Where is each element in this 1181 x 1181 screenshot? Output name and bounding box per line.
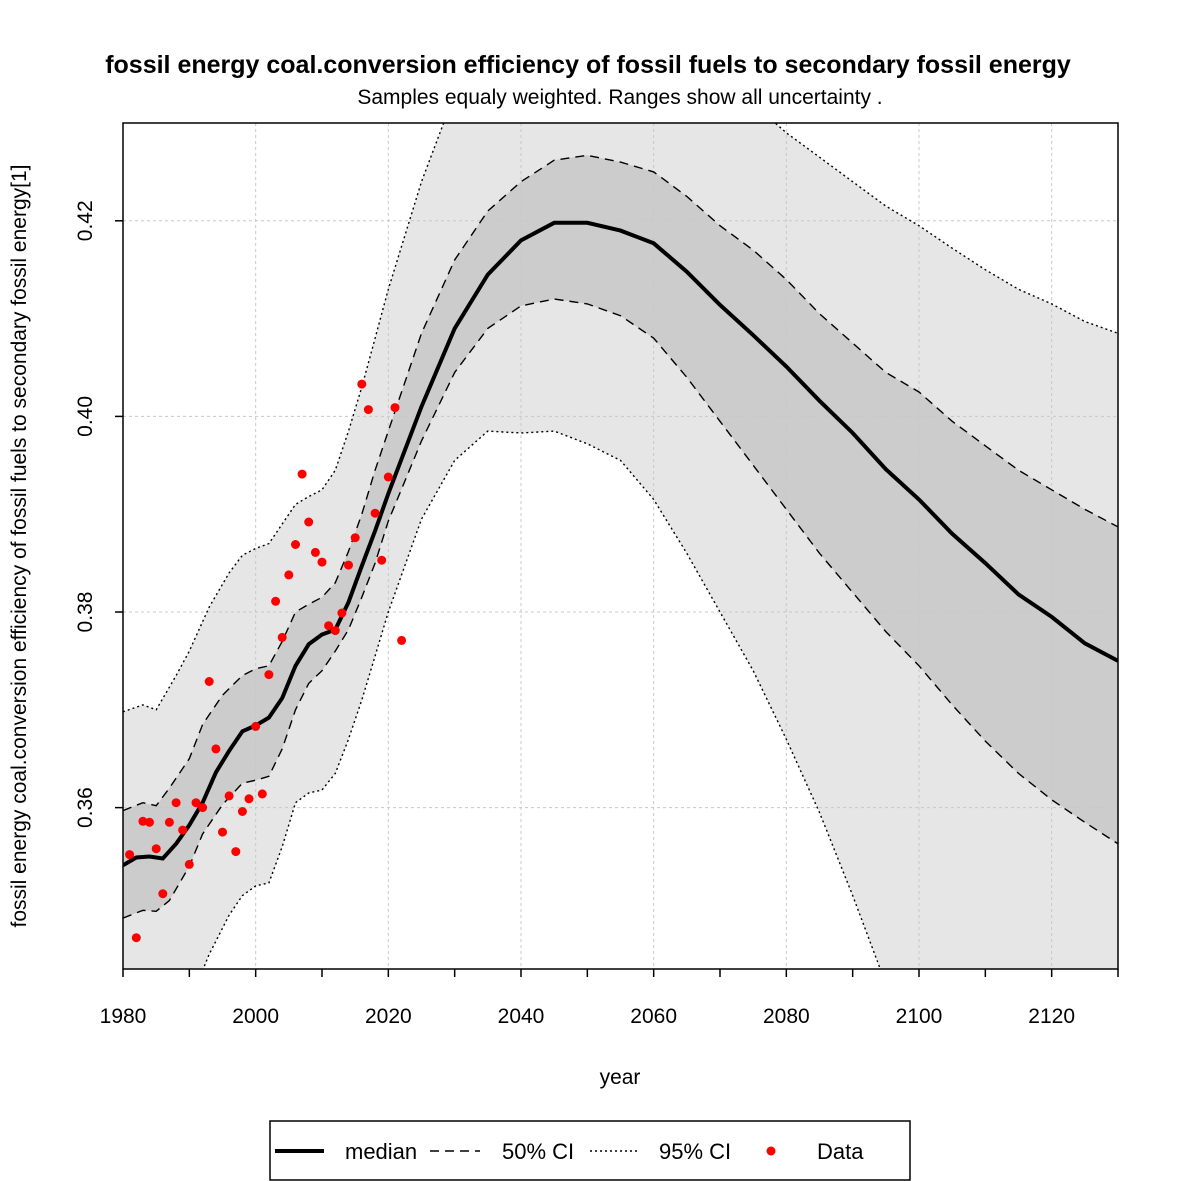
data-point-12 [204,677,214,686]
x-tick-label-4: 2060 [630,1005,677,1028]
data-point-14 [218,827,227,837]
data-point-16 [231,847,241,857]
x-tick-label-6: 2100 [896,1005,943,1028]
data-point-4 [151,844,161,854]
chart-title: fossil energy coal.conversion efficiency… [105,51,1071,79]
x-axis: 1980 2000 2020 2040 2060 2080 2100 2120 [100,969,1119,1028]
median-line [123,220,1118,868]
data-point-11 [198,803,208,813]
data-point-21 [264,670,274,680]
data-point-33 [344,560,353,570]
x-tick-label-5: 2080 [763,1005,810,1028]
gridlines [123,123,1118,969]
x-tick-label-3: 2040 [498,1005,545,1028]
data-point-13 [211,744,221,754]
x-tick-label-0: 1980 [100,1005,147,1028]
legend-median-label: median [345,1139,417,1164]
plot-frame [122,122,1119,970]
data-point-30 [324,621,334,631]
legend-data-key [766,1146,776,1156]
x-tick-label-7: 2120 [1028,1005,1075,1028]
data-point-34 [350,533,360,543]
y-tick-label-1: 0.38 [74,592,97,633]
ci50-band [123,155,1118,919]
data-point-22 [271,596,281,606]
data-point-32 [337,608,347,618]
data-point-28 [310,547,320,557]
y-tick-label-2: 0.40 [74,396,97,437]
data-point-39 [383,472,393,482]
data-point-9 [184,859,194,869]
data-point-35 [357,379,367,389]
data-point-25 [291,540,300,549]
data-point-24 [284,570,294,580]
ci50-lower-line [123,298,1118,919]
data-point-7 [171,798,181,808]
data-point-18 [244,794,254,804]
data-point-29 [317,557,327,567]
y-tick-label-0: 0.36 [74,787,97,828]
ci95-band [123,123,1118,969]
data-point-23 [277,632,287,642]
data-point-26 [297,469,307,479]
data-point-8 [178,825,188,835]
y-axis: 0.36 0.38 0.40 0.42 [74,200,123,828]
data-point-31 [330,626,340,636]
data-point-15 [224,791,234,801]
plot-area [123,123,1118,969]
data-point-2 [138,816,148,826]
data-point-38 [377,555,387,565]
x-tick-label-1: 2000 [232,1005,279,1028]
data-point-6 [164,817,174,827]
data-point-17 [237,807,247,816]
ci95-lower-line [202,430,882,969]
chart-subtitle: Samples equaly weighted. Ranges show all… [357,86,882,109]
data-point-40 [390,403,400,413]
x-tick-label-2: 2020 [365,1005,412,1028]
data-point-0 [125,850,135,860]
legend: median 50% CI 95% CI Data [269,1120,911,1181]
data-point-10 [191,798,201,808]
data-point-1 [131,933,141,943]
data-point-27 [304,517,314,527]
legend-data-label: Data [817,1139,864,1164]
data-point-20 [257,789,267,799]
y-axis-label: fossil energy coal.conversion efficiency… [8,165,31,928]
ci50-upper-line [123,154,1118,812]
data-point-5 [158,889,168,899]
data-point-3 [145,817,154,827]
legend-ci50-label: 50% CI [502,1139,574,1164]
x-axis-label: year [600,1066,641,1089]
y-tick-label-3: 0.42 [74,200,97,241]
legend-ci95-label: 95% CI [659,1139,731,1164]
data-point-19 [251,721,261,731]
data-point-41 [397,635,407,645]
data-points [125,379,407,943]
data-point-36 [363,405,373,415]
data-point-37 [370,508,380,518]
